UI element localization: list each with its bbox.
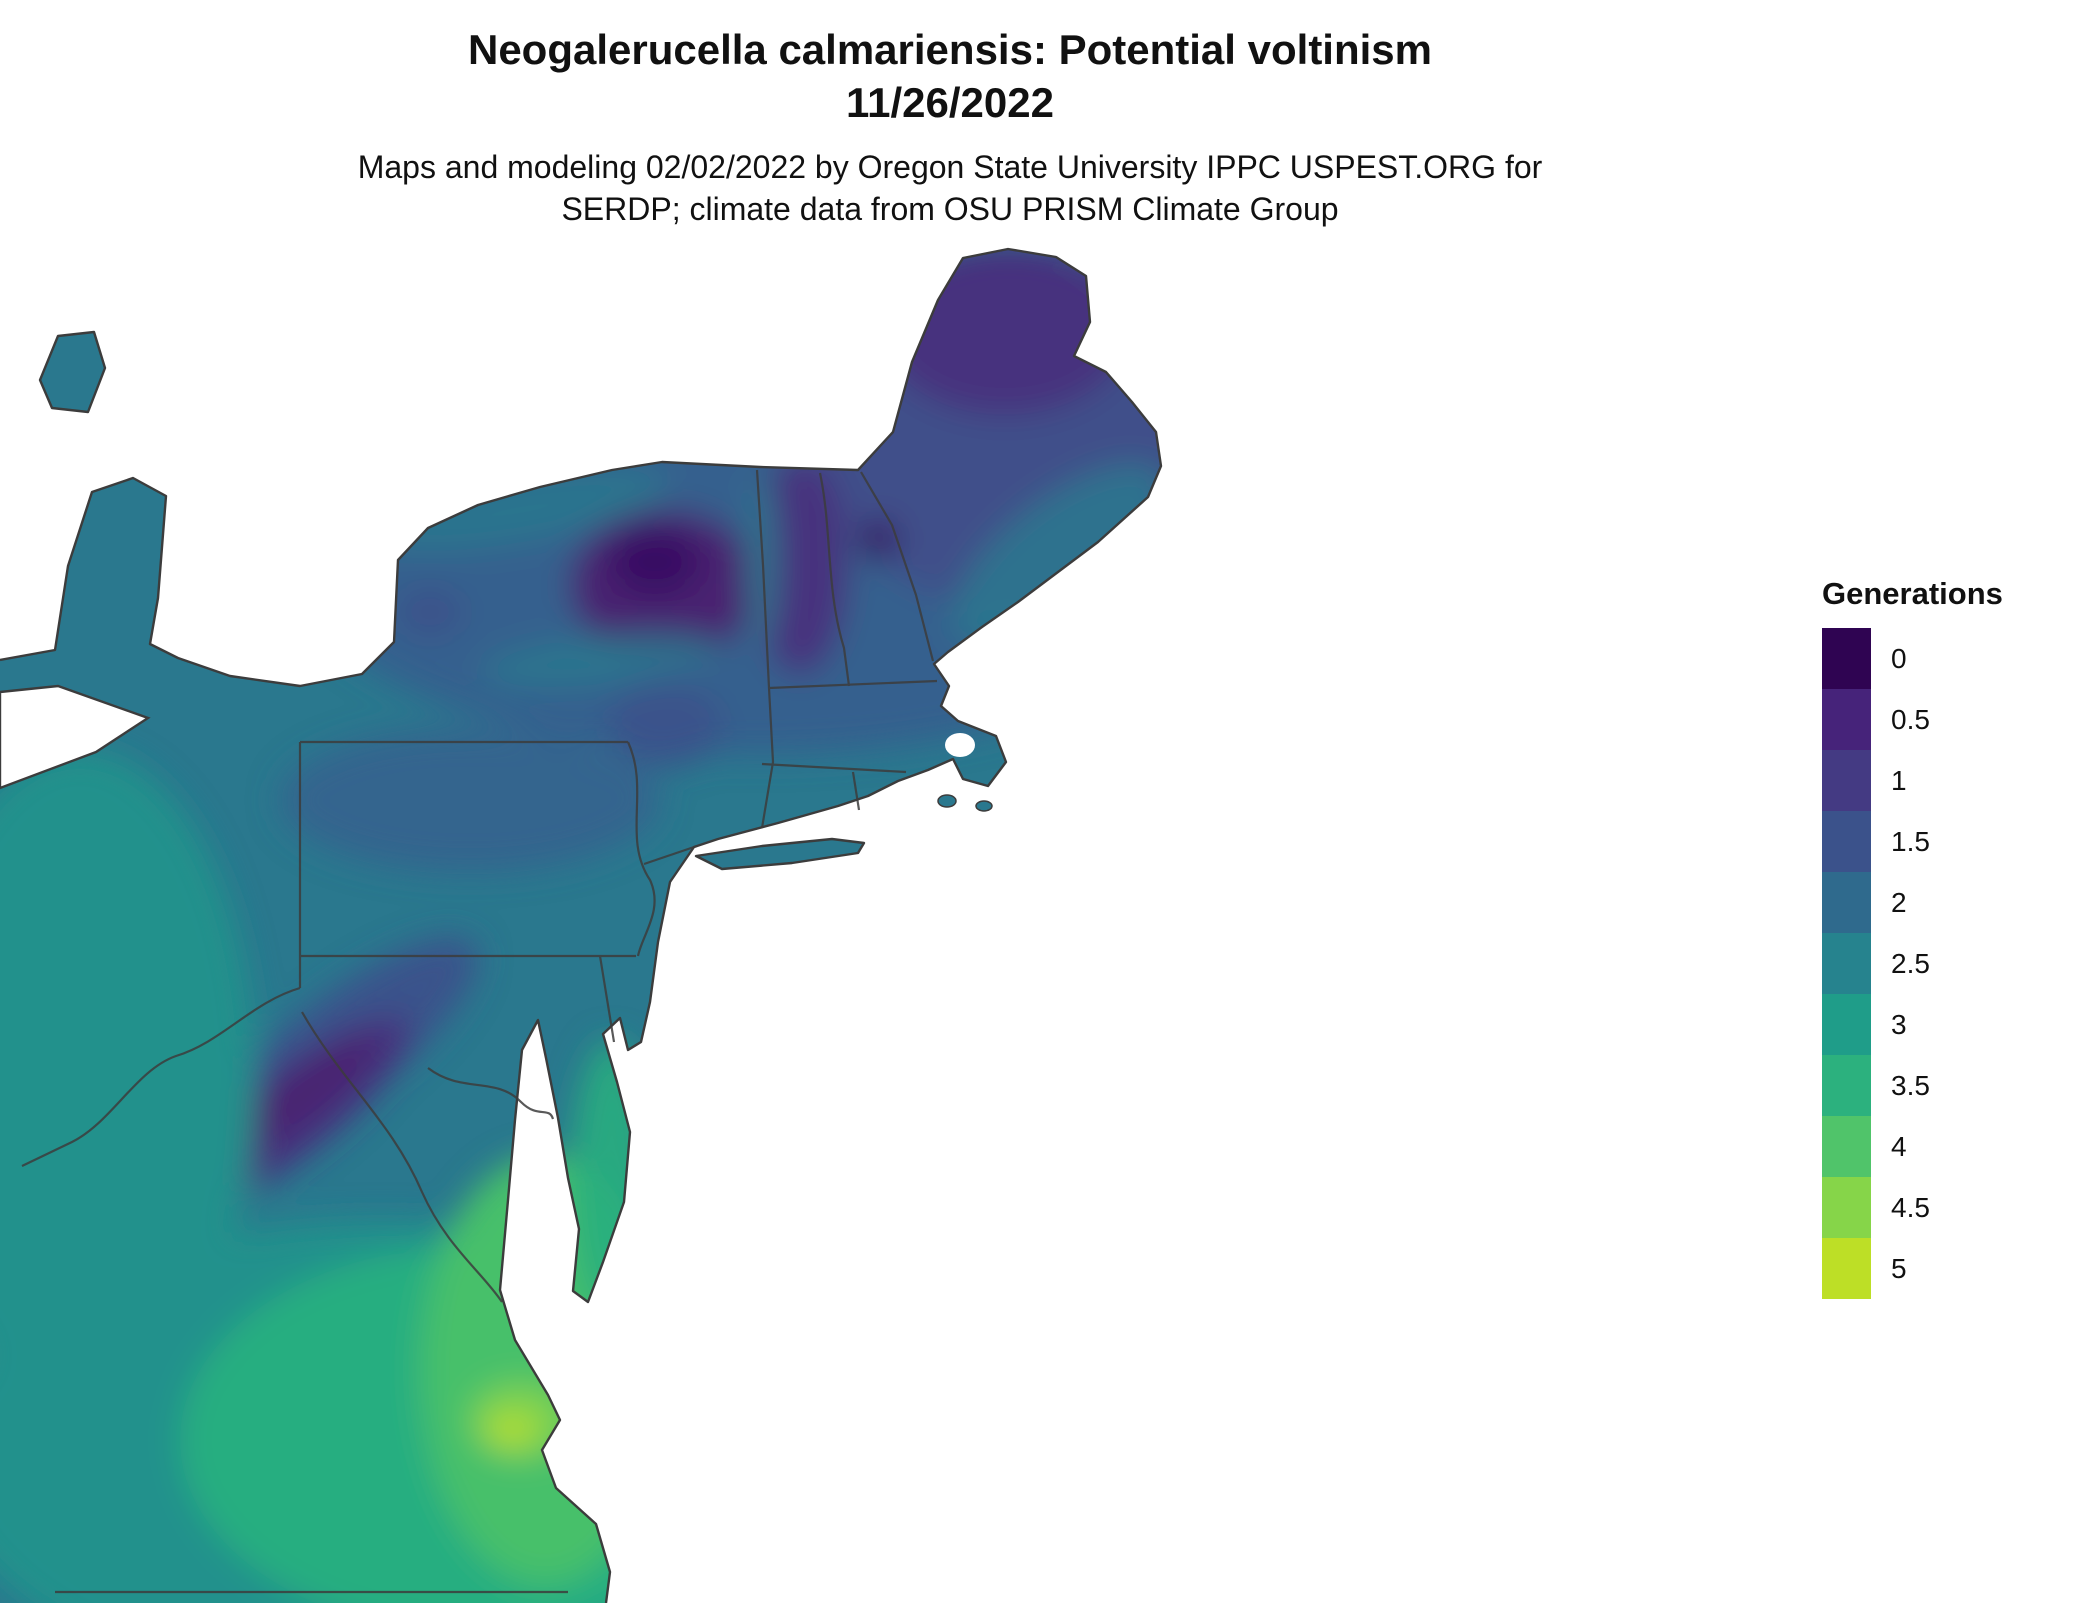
region-adirondacks-core bbox=[610, 528, 700, 596]
island-nantucket bbox=[975, 800, 993, 812]
border-de-md bbox=[598, 955, 616, 1043]
legend-row: 2.5 bbox=[1822, 933, 2092, 994]
legend-swatch-3 bbox=[1822, 811, 1871, 872]
subtitle-line-2: SERDP; climate data from OSU PRISM Clima… bbox=[561, 190, 1339, 227]
island-marthas-vineyard bbox=[937, 794, 957, 808]
legend-swatch-1 bbox=[1822, 689, 1871, 750]
legend-row: 0.5 bbox=[1822, 689, 2092, 750]
legend-row: 0 bbox=[1822, 628, 2092, 689]
legend-swatch-9 bbox=[1822, 1177, 1871, 1238]
long-island bbox=[694, 837, 866, 871]
voltinism-raster bbox=[0, 249, 1161, 1603]
state-borders bbox=[21, 469, 938, 1594]
border-delaware-river bbox=[626, 741, 656, 957]
border-vt-nh bbox=[818, 472, 851, 687]
region-tidewater-max bbox=[488, 1414, 536, 1446]
legend-swatch-2 bbox=[1822, 750, 1871, 811]
cape-cod-bay bbox=[945, 733, 975, 757]
legend-swatch-10 bbox=[1822, 1238, 1871, 1299]
legend-swatch-7 bbox=[1822, 1055, 1871, 1116]
region-mohawk-valley bbox=[480, 633, 720, 687]
legend-swatch-6 bbox=[1822, 994, 1871, 1055]
mainland-coast bbox=[0, 247, 1163, 1603]
legend-row: 4.5 bbox=[1822, 1177, 2092, 1238]
region-green-mtns bbox=[752, 455, 848, 675]
legend-label-9: 4.5 bbox=[1891, 1191, 1930, 1223]
legend-scale: 0 0.5 1 1.5 2 2.5 3 3.5 bbox=[1822, 628, 2092, 1299]
region-coastal-plain-green bbox=[420, 1155, 670, 1585]
region-catskills bbox=[607, 683, 723, 767]
legend-row: 1 bbox=[1822, 750, 2092, 811]
legend-title: Generations bbox=[1822, 576, 2003, 611]
page-title-date: 11/26/2022 bbox=[846, 78, 1054, 126]
legend-row: 3.5 bbox=[1822, 1055, 2092, 1116]
legend: Generations 0 0.5 1 1.5 2 2.5 3 bbox=[1822, 576, 2092, 1299]
subtitle-line-1: Maps and modeling 02/02/2022 by Oregon S… bbox=[357, 149, 1543, 185]
legend-label-8: 4 bbox=[1891, 1130, 1907, 1162]
border-nh-me bbox=[860, 471, 935, 662]
coastlines bbox=[0, 247, 1163, 1603]
border-ma-south bbox=[761, 762, 907, 774]
legend-label-1: 0.5 bbox=[1891, 703, 1930, 735]
legend-label-5: 2.5 bbox=[1891, 947, 1930, 979]
legend-row: 3 bbox=[1822, 994, 2092, 1055]
lake-erie bbox=[0, 684, 151, 790]
legend-row: 1.5 bbox=[1822, 811, 2092, 872]
legend-label-7: 3.5 bbox=[1891, 1069, 1930, 1101]
legend-label-6: 3 bbox=[1891, 1008, 1907, 1040]
border-ct-ri bbox=[851, 771, 861, 811]
region-ohio-valley bbox=[0, 750, 255, 1410]
land-fragment-northwest bbox=[38, 330, 107, 414]
border-md-va-potomac bbox=[427, 1067, 555, 1120]
region-stlawrence-valley bbox=[372, 469, 668, 551]
legend-label-10: 5 bbox=[1891, 1252, 1907, 1284]
page-title: Neogalerucella calmariensis: Potential v… bbox=[467, 26, 1432, 73]
region-maine-coast-teal bbox=[952, 463, 1161, 647]
legend-swatch-5 bbox=[1822, 933, 1871, 994]
legend-label-0: 0 bbox=[1891, 642, 1907, 674]
region-tughill bbox=[396, 586, 464, 638]
legend-label-4: 2 bbox=[1891, 886, 1907, 918]
legend-row: 4 bbox=[1822, 1116, 2092, 1177]
region-white-mtns-dark bbox=[858, 520, 898, 560]
legend-swatch-4 bbox=[1822, 872, 1871, 933]
islands bbox=[937, 794, 993, 812]
region-maine-north-purple bbox=[880, 249, 1130, 415]
legend-swatch-8 bbox=[1822, 1116, 1871, 1177]
border-ny-nj bbox=[643, 844, 698, 866]
region-n-pennsylvania bbox=[280, 728, 660, 872]
legend-label-3: 1.5 bbox=[1891, 825, 1930, 857]
legend-row: 2 bbox=[1822, 872, 2092, 933]
border-oh-wv-ohio-river bbox=[21, 986, 301, 1167]
header: Neogalerucella calmariensis: Potential v… bbox=[0, 24, 1900, 230]
legend-label-2: 1 bbox=[1891, 764, 1907, 796]
region-delmarva-green bbox=[570, 1040, 654, 1320]
border-wv-va bbox=[301, 1011, 503, 1303]
legend-row: 5 bbox=[1822, 1238, 2092, 1299]
legend-swatch-0 bbox=[1822, 628, 1871, 689]
region-appalachian-ridge-core bbox=[232, 1033, 378, 1151]
border-ma-north bbox=[768, 679, 938, 690]
subtitle: Maps and modeling 02/02/2022 by Oregon S… bbox=[0, 147, 1900, 230]
